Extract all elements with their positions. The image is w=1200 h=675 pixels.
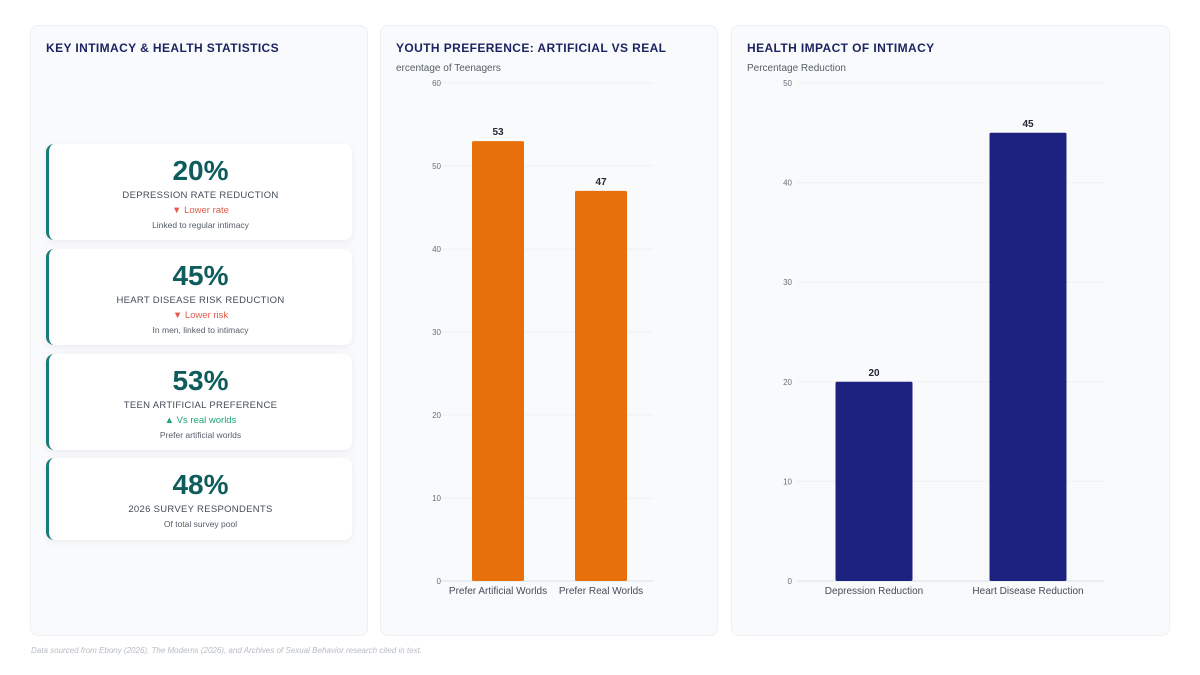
- stat-card-teen-preference: 53% TEEN ARTIFICIAL PREFERENCE ▲ Vs real…: [46, 354, 352, 450]
- source-footnote: Data sourced from Ebony (2026), The Mode…: [31, 646, 423, 655]
- bar-1: [835, 381, 913, 581]
- data-label: 53: [492, 127, 504, 138]
- y-tick-label: 30: [432, 328, 441, 337]
- stat-value: 45%: [172, 260, 229, 291]
- y-axis-label: ercentage of Teenagers: [396, 63, 501, 74]
- stat-desc: Linked to regular intimacy: [152, 220, 249, 230]
- stat-trend: ▼ Lower rate: [172, 205, 229, 216]
- youth-preference-panel: YOUTH PREFERENCE: ARTIFICIAL VS REAL erc…: [380, 25, 718, 636]
- stat-desc: Prefer artificial worlds: [159, 430, 242, 440]
- health-impact-chart: 0 10 20 30 40 50 20 Depression Reduction 45 Heart…: [783, 79, 1104, 597]
- x-tick-label: Depression Reduction: [825, 586, 923, 597]
- stat-label: HEART DISEASE RISK REDUCTION: [116, 295, 285, 306]
- stat-label: DEPRESSION RATE REDUCTION: [122, 190, 279, 201]
- youth-preference-chart: 0 10 20 30 40 50 60 53 Prefer Artificial Worlds 4…: [432, 79, 653, 597]
- stat-card-heart-disease: 45% HEART DISEASE RISK REDUCTION ▼ Lower…: [46, 249, 352, 345]
- stats-panel: KEY INTIMACY & HEALTH STATISTICS 20% DEP…: [30, 25, 368, 636]
- stat-trend: ▼ Lower risk: [172, 310, 229, 321]
- y-axis-label: Percentage Reduction: [747, 63, 846, 74]
- stat-trend: ▲ Vs real worlds: [164, 415, 237, 426]
- y-tick-label: 50: [783, 79, 792, 88]
- y-tick-label: 40: [432, 245, 441, 254]
- data-label: 47: [595, 177, 607, 188]
- stat-card-survey: 48% 2026 SURVEY RESPONDENTS Of total sur…: [46, 458, 352, 540]
- y-tick-label: 50: [432, 162, 441, 171]
- chart-title: HEALTH IMPACT OF INTIMACY: [747, 41, 935, 55]
- y-tick-label: 0: [437, 577, 442, 586]
- y-tick-label: 20: [432, 411, 441, 420]
- stats-panel-title: KEY INTIMACY & HEALTH STATISTICS: [46, 41, 280, 55]
- stat-value: 53%: [172, 365, 229, 396]
- x-tick-label: Heart Disease Reduction: [972, 586, 1083, 597]
- y-tick-label: 10: [432, 494, 441, 503]
- stat-card-depression: 20% DEPRESSION RATE REDUCTION ▼ Lower ra…: [46, 144, 352, 240]
- stat-label: 2026 SURVEY RESPONDENTS: [128, 504, 273, 515]
- y-tick-label: 10: [783, 477, 792, 486]
- bar-1: [472, 141, 524, 581]
- y-tick-label: 0: [788, 577, 793, 586]
- data-label: 20: [868, 368, 880, 379]
- y-tick-label: 20: [783, 378, 792, 387]
- x-tick-label: Prefer Real Worlds: [559, 586, 643, 597]
- y-tick-label: 30: [783, 278, 792, 287]
- x-tick-label: Prefer Artificial Worlds: [449, 586, 547, 597]
- chart-title: YOUTH PREFERENCE: ARTIFICIAL VS REAL: [396, 41, 667, 55]
- stat-value: 20%: [172, 155, 229, 186]
- stat-value: 48%: [172, 469, 229, 500]
- y-tick-label: 60: [432, 79, 441, 88]
- bar-2: [575, 190, 627, 581]
- y-tick-label: 40: [783, 179, 792, 188]
- health-impact-panel: HEALTH IMPACT OF INTIMACY Percentage Red…: [731, 25, 1170, 636]
- stat-desc: In men, linked to intimacy: [152, 325, 249, 335]
- bar-2: [989, 132, 1067, 582]
- stat-desc: Of total survey pool: [163, 519, 238, 529]
- data-label: 45: [1022, 119, 1034, 130]
- stat-label: TEEN ARTIFICIAL PREFERENCE: [123, 400, 278, 411]
